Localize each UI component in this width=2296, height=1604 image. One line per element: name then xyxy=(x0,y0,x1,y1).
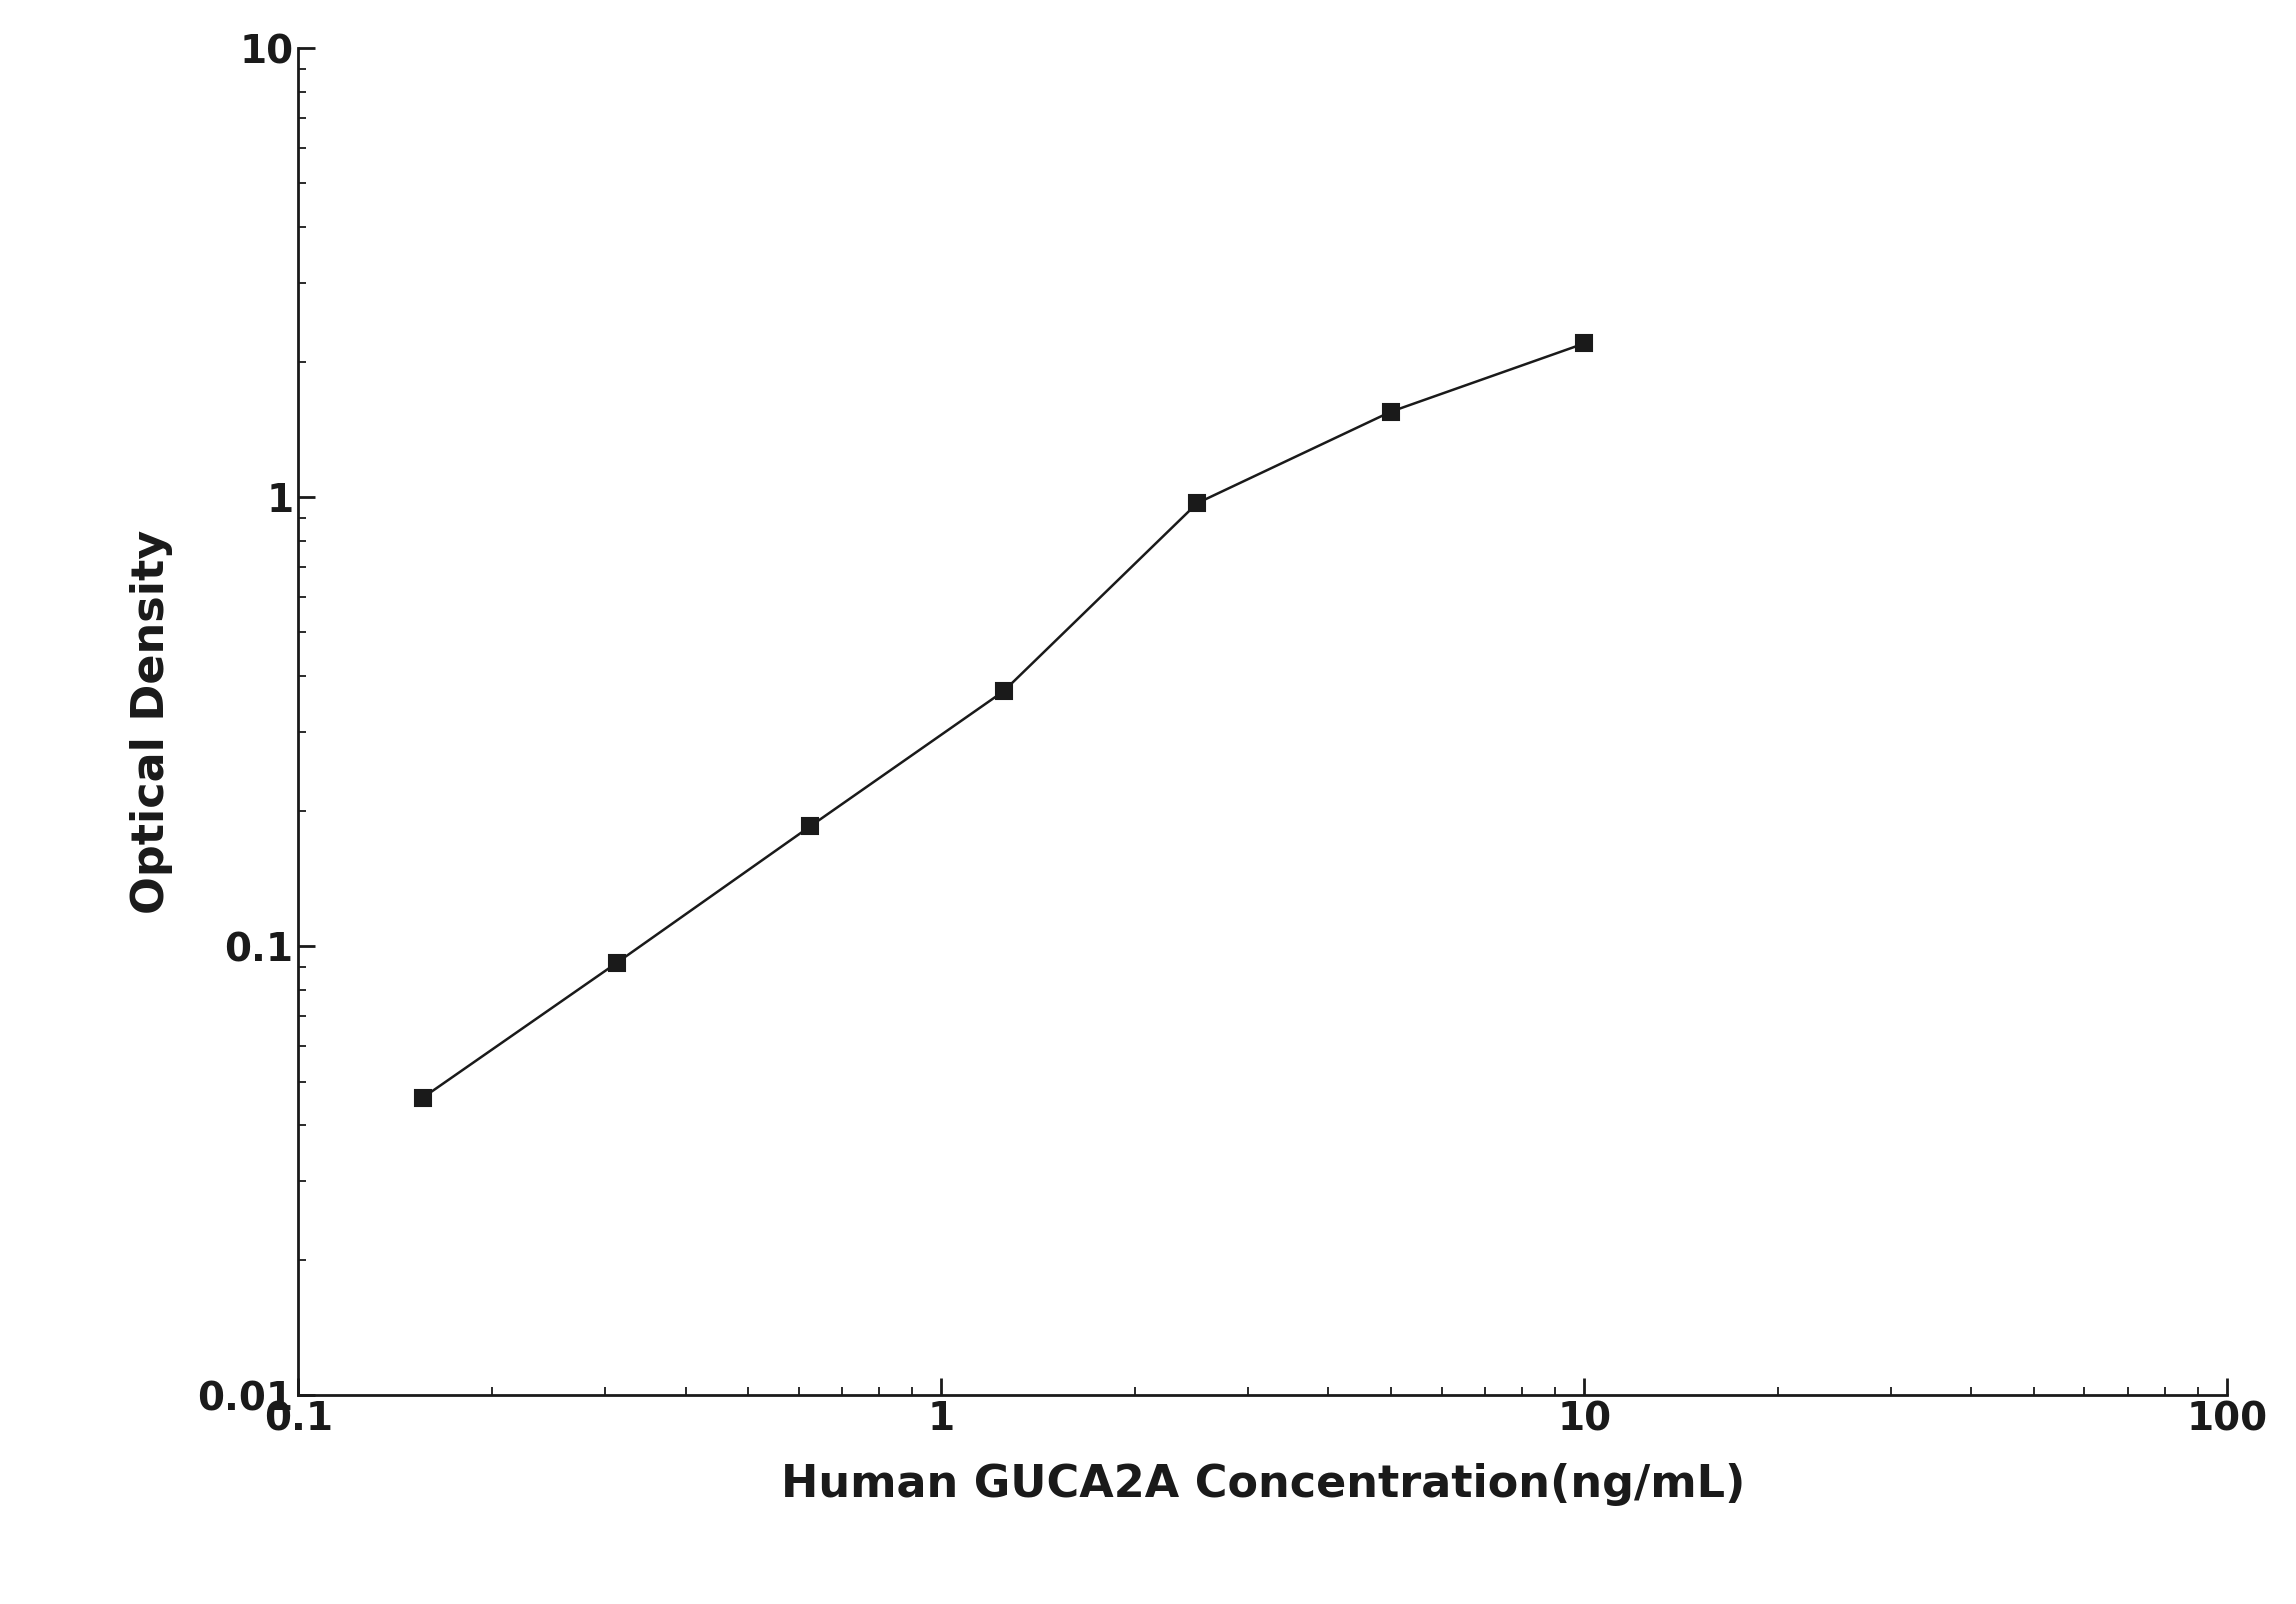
Y-axis label: Optical Density: Optical Density xyxy=(129,529,172,914)
X-axis label: Human GUCA2A Concentration(ng/mL): Human GUCA2A Concentration(ng/mL) xyxy=(781,1463,1745,1506)
